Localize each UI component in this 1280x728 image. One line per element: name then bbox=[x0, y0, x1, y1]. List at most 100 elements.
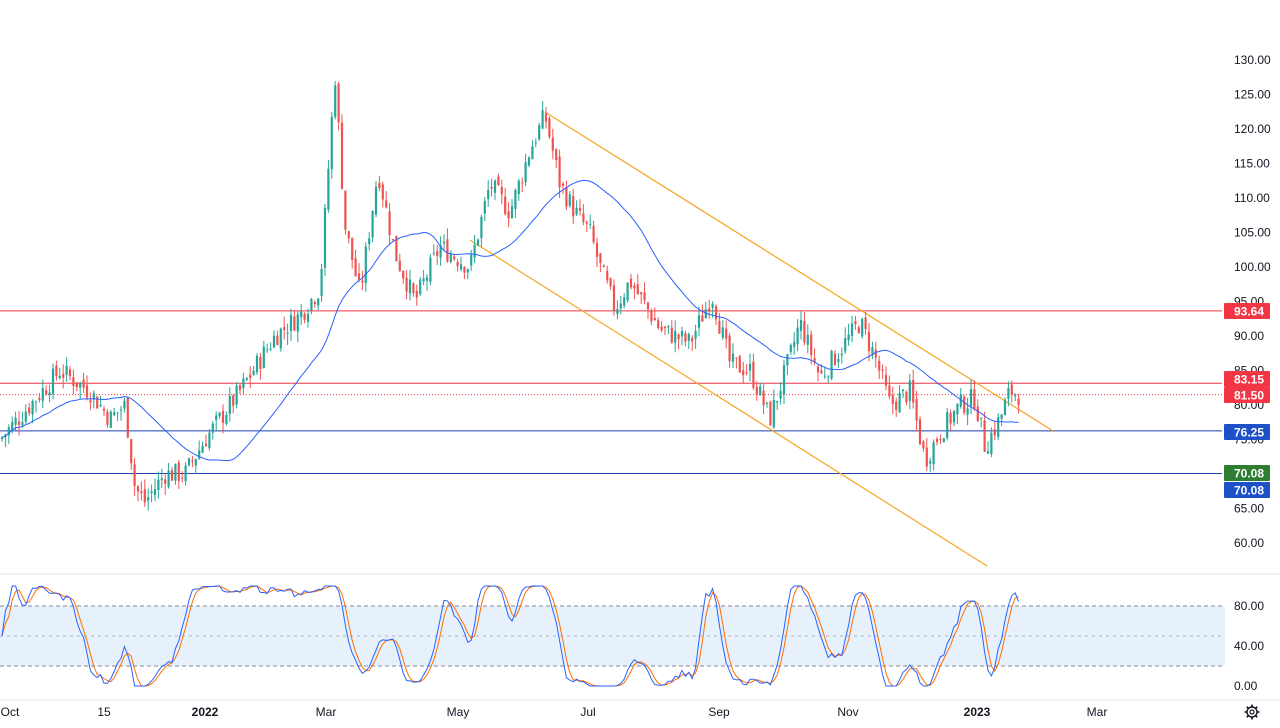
candle bbox=[762, 384, 765, 415]
candle-body bbox=[82, 379, 85, 388]
candle-body bbox=[908, 380, 911, 401]
candle-body bbox=[65, 365, 68, 375]
candle-body bbox=[796, 327, 799, 345]
candle-body bbox=[432, 252, 435, 254]
price-badge-bg bbox=[1224, 371, 1270, 387]
candle bbox=[986, 441, 990, 454]
candle bbox=[847, 323, 850, 346]
candle bbox=[561, 181, 565, 195]
candle bbox=[748, 353, 752, 382]
candle-body bbox=[786, 354, 789, 366]
candle-body bbox=[752, 361, 755, 388]
candle-body bbox=[653, 318, 656, 321]
candle bbox=[136, 485, 140, 502]
candle-body bbox=[391, 239, 395, 241]
candle-body bbox=[524, 162, 527, 183]
candle-body bbox=[255, 355, 259, 373]
candle bbox=[694, 324, 697, 350]
candle-body bbox=[340, 122, 344, 189]
candle-body bbox=[293, 316, 296, 331]
candle-body bbox=[439, 245, 442, 258]
candle-body bbox=[351, 237, 354, 260]
candle bbox=[670, 320, 673, 344]
candle-body bbox=[242, 378, 245, 388]
candle bbox=[473, 234, 476, 264]
candle bbox=[946, 408, 949, 441]
candle-body bbox=[31, 400, 34, 415]
candle-body bbox=[714, 306, 718, 320]
y-tick-label: 130.00 bbox=[1234, 53, 1271, 67]
candle bbox=[908, 373, 911, 410]
candle bbox=[844, 327, 847, 354]
candle bbox=[558, 149, 561, 198]
candle-body bbox=[75, 382, 78, 388]
candle bbox=[51, 363, 55, 400]
candle bbox=[92, 390, 95, 409]
candle-body bbox=[405, 277, 408, 292]
candle-body bbox=[204, 443, 208, 447]
candle bbox=[531, 139, 534, 160]
candle-body bbox=[235, 385, 238, 405]
candle bbox=[72, 369, 75, 395]
gear-icon[interactable] bbox=[1244, 704, 1260, 720]
candle-body bbox=[126, 397, 129, 438]
candle-body bbox=[871, 347, 874, 356]
candle-body bbox=[48, 392, 51, 396]
candle bbox=[990, 427, 993, 458]
candle-body bbox=[327, 168, 330, 210]
candle bbox=[225, 411, 228, 426]
candle-body bbox=[1000, 414, 1003, 419]
candle-body bbox=[551, 137, 554, 151]
candle-body bbox=[592, 225, 595, 243]
candle bbox=[619, 295, 622, 315]
candle-body bbox=[436, 251, 439, 256]
candle bbox=[527, 156, 531, 168]
candle-body bbox=[466, 269, 469, 273]
candle-body bbox=[402, 271, 405, 279]
candle-body bbox=[58, 375, 61, 379]
candle-body bbox=[184, 465, 187, 481]
candle bbox=[793, 332, 796, 355]
candle-body bbox=[201, 445, 204, 453]
candle-body bbox=[109, 411, 112, 428]
price-badge: 70.08 bbox=[1224, 465, 1270, 481]
candle-body bbox=[606, 270, 609, 281]
candle bbox=[215, 411, 218, 431]
candle bbox=[116, 412, 119, 422]
candle bbox=[150, 484, 153, 503]
candle-body bbox=[704, 309, 707, 319]
candle-body bbox=[181, 477, 184, 479]
candle bbox=[303, 312, 306, 324]
candle-body bbox=[150, 491, 153, 494]
candle-body bbox=[997, 417, 1000, 437]
candle-body bbox=[572, 195, 575, 217]
candle-body bbox=[194, 459, 197, 466]
candle-body bbox=[735, 357, 738, 359]
candle bbox=[106, 409, 109, 429]
candle bbox=[755, 381, 758, 401]
candle-body bbox=[215, 415, 218, 420]
candle bbox=[385, 191, 388, 209]
candle bbox=[442, 234, 446, 250]
candle bbox=[405, 270, 408, 300]
candle bbox=[623, 293, 626, 309]
candle bbox=[507, 202, 510, 228]
candle bbox=[157, 471, 160, 499]
candle bbox=[374, 181, 378, 218]
candle bbox=[490, 178, 493, 197]
candle-body bbox=[500, 187, 503, 195]
candle-body bbox=[854, 321, 857, 325]
candle bbox=[208, 428, 211, 451]
candle bbox=[864, 311, 867, 335]
candle-body bbox=[510, 206, 514, 218]
candle bbox=[578, 199, 582, 216]
channel-lower-line bbox=[469, 239, 988, 567]
candle bbox=[167, 463, 170, 489]
candle bbox=[327, 160, 330, 213]
candle-body bbox=[663, 326, 667, 329]
candle bbox=[140, 481, 143, 501]
candle bbox=[796, 319, 799, 352]
candle bbox=[126, 396, 129, 439]
